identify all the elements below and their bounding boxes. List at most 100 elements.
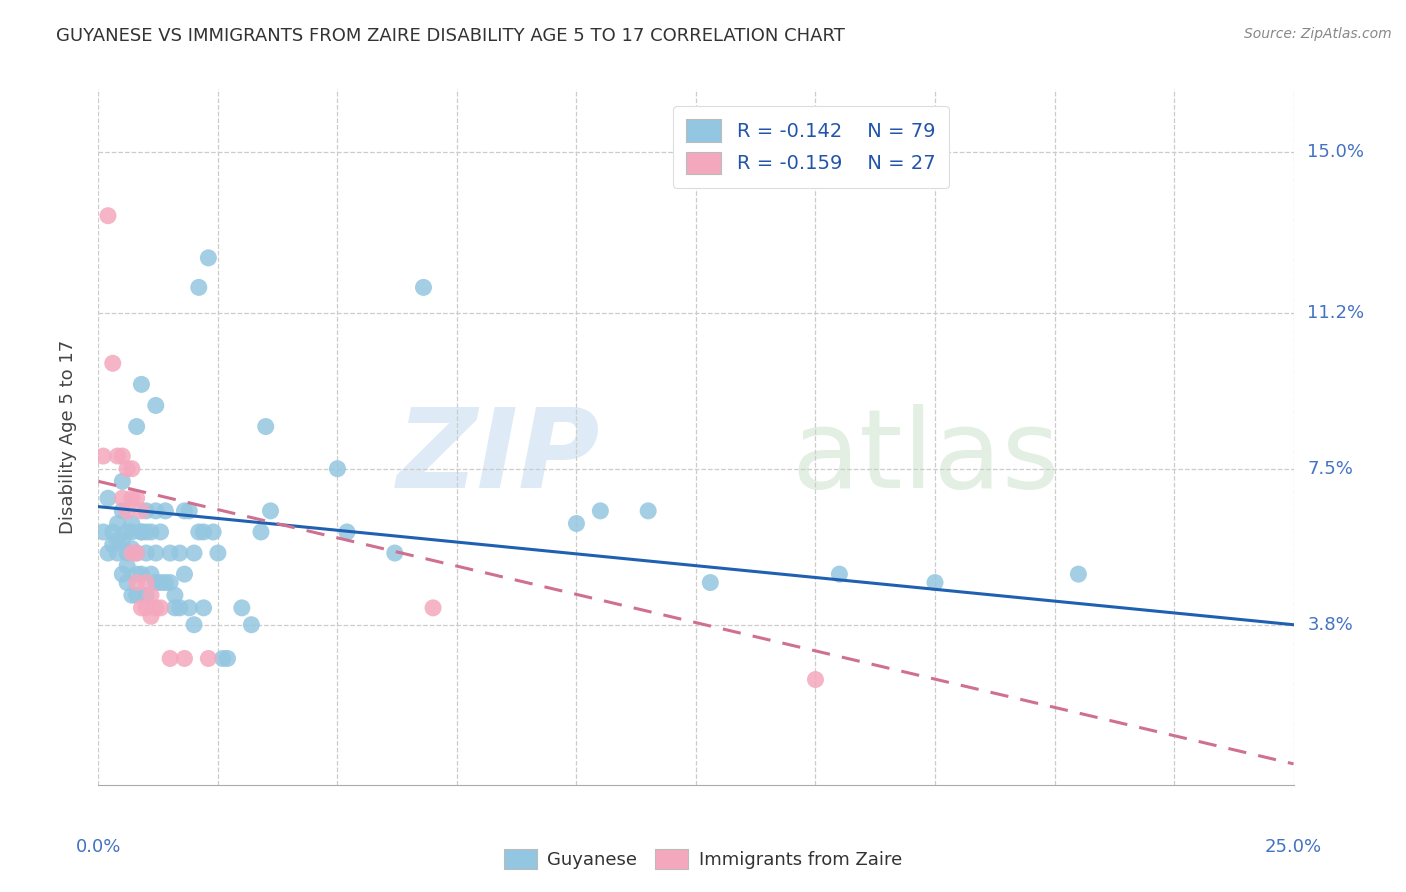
Point [207,546,229,560]
Point [384,546,406,560]
Text: Source: ZipAtlas.com: Source: ZipAtlas.com [1244,27,1392,41]
Point [135,588,157,602]
Point [149,575,172,590]
Point [699,575,721,590]
Point [135,524,157,539]
Point [828,567,851,582]
Point [183,546,205,560]
Point [107,449,129,463]
Point [169,600,191,615]
Point [115,461,138,475]
Text: 7.5%: 7.5% [1308,459,1354,478]
Point [111,449,134,463]
Point [145,399,167,413]
Point [173,567,195,582]
Point [121,546,143,560]
Point [145,600,167,615]
Point [193,600,215,615]
Text: ZIP: ZIP [396,404,600,511]
Point [125,419,148,434]
Legend: Guyanese, Immigrants from Zaire: Guyanese, Immigrants from Zaire [495,839,911,879]
Point [115,575,138,590]
Point [111,504,134,518]
Point [131,524,153,539]
Point [101,538,124,552]
Legend: R = -0.142    N = 79, R = -0.159    N = 27: R = -0.142 N = 79, R = -0.159 N = 27 [672,106,949,187]
Point [637,504,659,518]
Point [91,449,114,463]
Point [131,504,153,518]
Point [115,558,138,573]
Point [159,546,181,560]
Point [145,546,167,560]
Point [179,600,201,615]
Point [254,419,277,434]
Point [121,491,143,506]
Y-axis label: Disability Age 5 to 17: Disability Age 5 to 17 [59,340,77,534]
Point [139,567,162,582]
Point [187,524,209,539]
Point [125,567,148,582]
Point [139,524,162,539]
Point [131,524,153,539]
Point [240,617,263,632]
Point [97,491,120,506]
Point [197,251,219,265]
Text: 15.0%: 15.0% [1308,144,1364,161]
Point [131,567,153,582]
Point [145,504,167,518]
Point [125,546,148,560]
Point [565,516,588,531]
Point [97,209,120,223]
Point [115,524,138,539]
Point [121,588,143,602]
Point [149,600,172,615]
Point [412,280,434,294]
Point [336,524,359,539]
Point [135,504,157,518]
Point [111,475,134,489]
Point [97,546,120,560]
Point [169,546,191,560]
Point [111,491,134,506]
Point [135,575,157,590]
Point [91,524,114,539]
Point [111,533,134,548]
Point [145,575,167,590]
Text: 25.0%: 25.0% [1265,838,1322,855]
Point [211,651,233,665]
Point [217,651,239,665]
Text: 11.2%: 11.2% [1308,303,1365,322]
Point [173,651,195,665]
Point [121,461,143,475]
Point [101,356,124,370]
Text: 0.0%: 0.0% [76,838,121,855]
Point [131,377,153,392]
Text: atlas: atlas [792,404,1060,511]
Point [121,516,143,531]
Text: 3.8%: 3.8% [1308,615,1353,633]
Point [1067,567,1090,582]
Point [804,673,827,687]
Point [183,617,205,632]
Point [107,516,129,531]
Point [121,524,143,539]
Point [107,546,129,560]
Point [121,541,143,556]
Point [173,504,195,518]
Point [259,504,281,518]
Point [115,546,138,560]
Point [139,609,162,624]
Point [115,504,138,518]
Point [155,575,177,590]
Point [159,575,181,590]
Point [163,600,186,615]
Point [125,575,148,590]
Text: GUYANESE VS IMMIGRANTS FROM ZAIRE DISABILITY AGE 5 TO 17 CORRELATION CHART: GUYANESE VS IMMIGRANTS FROM ZAIRE DISABI… [56,27,845,45]
Point [131,600,153,615]
Point [326,461,349,475]
Point [135,546,157,560]
Point [187,280,209,294]
Point [179,504,201,518]
Point [135,600,157,615]
